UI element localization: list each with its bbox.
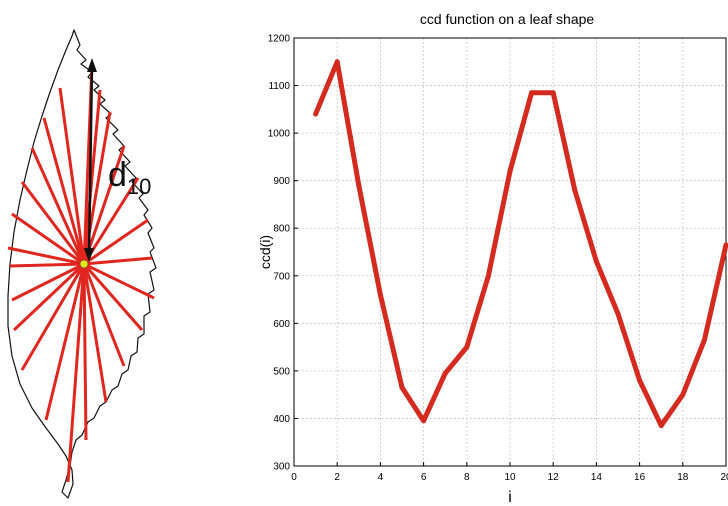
y-tick-label: 800 [273,224,290,235]
ccd-data-point [723,242,728,248]
leaf-ray [82,263,108,403]
leaf-ray [82,263,144,331]
leaf-ray [66,263,86,483]
leaf-outline [7,29,157,499]
x-axis-label: i [508,489,512,506]
ccd-data-point [377,292,383,298]
x-tick-label: 10 [504,472,516,483]
series-layer [313,59,728,429]
x-tick-label: 0 [291,472,297,483]
ccd-data-point [572,187,578,193]
ccd-data-point [442,370,448,376]
x-tick-label: 2 [334,472,340,483]
distance-label-d: d [108,156,127,194]
ccd-data-point [356,182,362,188]
x-tick-label: 18 [677,472,689,483]
y-axis-ticks: 300 400 500 600 700 800 900 1000 1100 1200 [268,34,298,473]
y-tick-label: 500 [273,366,290,377]
ccd-data-point [550,90,556,96]
leaf-ray [11,212,85,266]
x-tick-label: 14 [591,472,603,483]
leaf-ray [12,262,86,332]
ccd-data-point [637,377,643,383]
distance-arrow-head-top [87,58,97,72]
distance-arrow-head-bottom [84,248,94,262]
y-axis-label: ccd(i) [257,235,273,269]
ccd-data-point [464,344,470,350]
chart-title: ccd function on a leaf shape [420,11,595,27]
ccd-data-point [701,337,707,343]
leaf-ray [83,256,153,266]
ccd-data-point [529,90,535,96]
distance-arrow [87,65,94,257]
distance-label: d10 [108,156,151,199]
y-tick-label: 600 [273,319,290,330]
y-tick-label: 300 [273,462,290,473]
ccd-data-point [334,59,340,65]
leaf-ray [82,263,88,441]
y-tick-label: 400 [273,414,290,425]
x-axis-ticks: 0 2 4 6 8 10 12 14 16 18 20 [291,462,728,483]
distance-label-subscript: 10 [127,174,151,199]
ccd-data-point [421,418,427,424]
ccd-data-point [658,423,664,429]
ccd-series-line [313,59,728,429]
leaf-ray [9,262,85,268]
leaf-ray [82,89,102,265]
y-tick-label: 1000 [268,129,291,140]
grid-lines [294,38,726,466]
x-tick-label: 4 [378,472,384,483]
leaf-ray [44,263,86,421]
leaf-ray [82,263,126,367]
ccd-chart: ccd function on a leaf shape 0 2 4 6 8 10 12 14… [257,11,728,506]
y-tick-label: 900 [273,176,290,187]
leaf-diagram: d10 [7,29,157,499]
centroid-dot [79,259,89,269]
ccd-data-point [485,273,491,279]
x-tick-label: 8 [464,472,470,483]
x-tick-label: 20 [720,472,728,483]
x-tick-label: 12 [548,472,560,483]
leaf-ray [20,181,86,265]
leaf-rays [7,63,155,483]
ccd-data-point [507,168,513,174]
ccd-data-point [313,111,319,117]
ccd-data-point [399,385,405,391]
leaf-ray [83,262,155,300]
y-tick-label: 700 [273,271,290,282]
leaf-ray [7,246,85,266]
y-tick-label: 1200 [268,34,291,45]
x-tick-label: 6 [421,472,427,483]
ccd-data-point [615,311,621,317]
leaf-ray [42,117,86,265]
leaf-ray [30,147,86,265]
ccd-data-point [680,392,686,398]
ccd-data-point [593,259,599,265]
x-tick-label: 16 [634,472,646,483]
leaf-ray [11,262,85,302]
leaf-ray [82,145,126,265]
leaf-ray [58,87,86,265]
leaf-ray [20,263,86,371]
leaf-ray [83,218,149,266]
y-tick-label: 1100 [268,81,290,92]
